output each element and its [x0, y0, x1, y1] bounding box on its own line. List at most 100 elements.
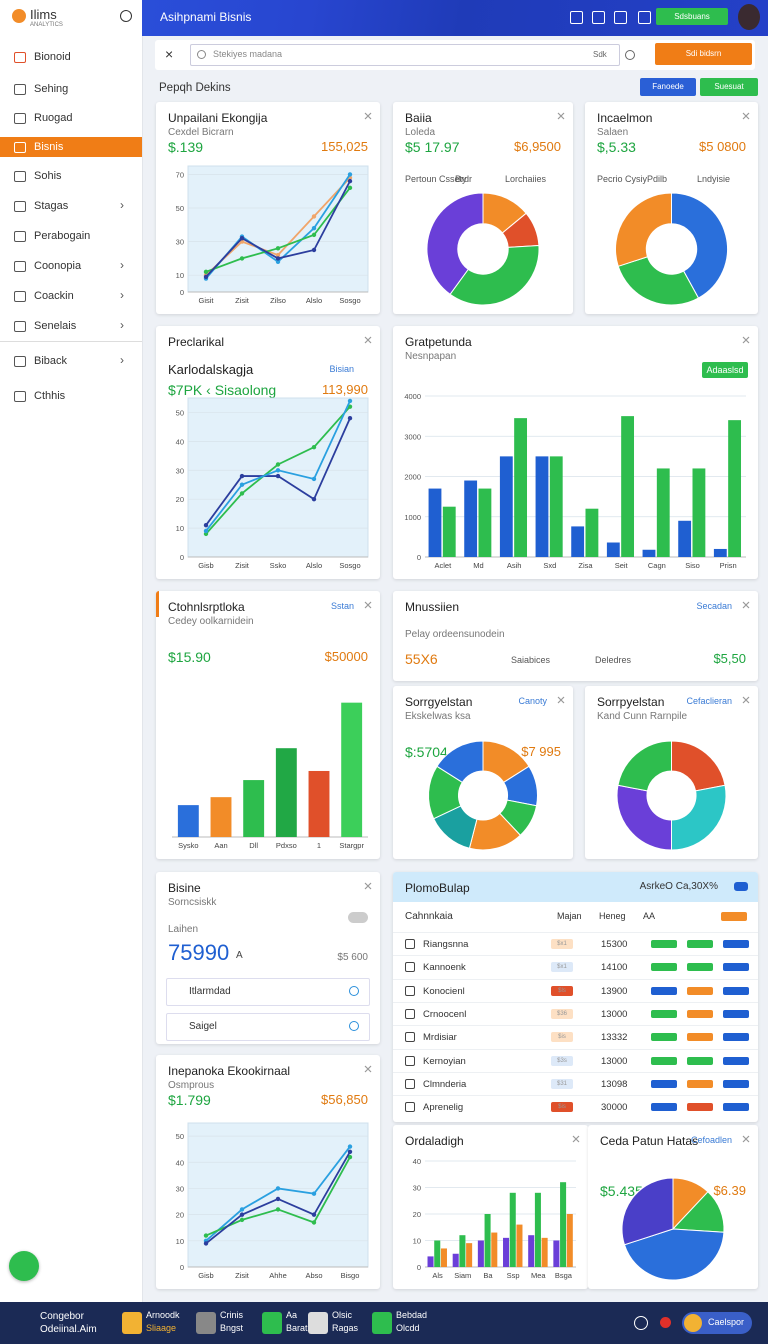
pie-slice: [436, 740, 484, 784]
panel-button[interactable]: Adaaslsd: [702, 362, 748, 378]
bar: [585, 508, 599, 557]
sidebar-icon: [14, 171, 26, 182]
header-button[interactable]: Sdsbuans: [656, 8, 728, 25]
footer-icon[interactable]: [660, 1317, 671, 1328]
sidebar-item[interactable]: Biback ›: [0, 351, 142, 371]
section-button[interactable]: Fanoede: [640, 78, 696, 96]
row-pill: [687, 1033, 713, 1042]
fab[interactable]: [9, 1251, 39, 1281]
stat: $.139: [168, 139, 204, 155]
footer-item-label: Arnoodk: [146, 1310, 180, 1320]
row-pill: [651, 1033, 677, 1042]
input[interactable]: Itlarmdad: [166, 978, 370, 1006]
bar: [243, 780, 265, 837]
line-point: [311, 1212, 317, 1217]
line-point: [275, 1196, 281, 1202]
bar: [549, 456, 563, 557]
sidebar-item[interactable]: Sohis: [0, 166, 142, 186]
settings-icon[interactable]: [120, 10, 132, 22]
stat: 55X6: [405, 651, 438, 667]
line-point: [275, 462, 281, 467]
row-tag: $x1: [551, 962, 573, 973]
table-row[interactable]: Aprenelig $is 30000: [393, 1095, 758, 1119]
table-row[interactable]: Konocienl $ls 13900: [393, 978, 758, 1003]
footer-item[interactable]: Olsic Ragas: [308, 1308, 372, 1338]
table-row[interactable]: Crnoocenl $36 13000: [393, 1001, 758, 1026]
bar: [442, 506, 456, 557]
close-icon[interactable]: ×: [165, 46, 174, 62]
section-button[interactable]: Suesuat: [700, 78, 758, 96]
row-pill: [723, 963, 749, 972]
sidebar-item[interactable]: Stagas ›: [0, 196, 142, 216]
bar: [440, 1248, 447, 1267]
y-tick-label: 0: [180, 1263, 184, 1272]
table-row[interactable]: Kernoyian $3s 13000: [393, 1048, 758, 1073]
search-input[interactable]: Stekiyes madana: [190, 44, 620, 66]
row-pill: [651, 986, 677, 995]
sidebar-icon: [14, 391, 26, 402]
avatar[interactable]: [738, 4, 760, 30]
column-header: Heneg: [599, 911, 626, 921]
table-title: PlomoBulap: [405, 881, 470, 895]
chart: 0 10 30 50 70 Gisit Zisit Zilso Alslo Sosgo: [176, 165, 369, 305]
table-row[interactable]: Mrdisiar $is 13332: [393, 1025, 758, 1049]
sidebar-item[interactable]: Sehing: [0, 79, 142, 99]
chart: [364, 112, 372, 120]
input-icon: [349, 986, 359, 996]
row-pill: [687, 940, 713, 948]
sidebar-item[interactable]: Bionoid: [0, 47, 142, 67]
footer-icon[interactable]: [634, 1316, 648, 1330]
sidebar-item[interactable]: Perabogain: [0, 226, 142, 246]
row-pill: [651, 940, 677, 948]
bar: [478, 488, 492, 557]
sidebar-label: Bisnis: [34, 141, 64, 153]
y-tick-label: 0: [417, 553, 421, 562]
toolbar-button[interactable]: Sdi bidsrn: [655, 43, 752, 65]
sidebar-item[interactable]: Coonopia ›: [0, 256, 142, 276]
x-tick-label: Stargpr: [339, 841, 364, 850]
line-point: [347, 416, 353, 421]
sidebar-item[interactable]: Senelais ›: [0, 316, 142, 336]
user-pill[interactable]: Caelspor: [682, 1312, 752, 1334]
bar: [560, 1182, 567, 1267]
logo-area: Ilims ANALYTICS: [0, 0, 142, 37]
footer-item[interactable]: Arnoodk Sliaage: [122, 1308, 186, 1338]
panel-subtitle: Salaen: [597, 127, 629, 138]
sidebar-item[interactable]: Bisnis: [0, 137, 142, 157]
sidebar-item[interactable]: Ruogad: [0, 108, 142, 128]
row-value: 13332: [601, 1032, 628, 1044]
table-row[interactable]: Clmnderia $31 13098: [393, 1071, 758, 1096]
header-icon[interactable]: [614, 11, 627, 24]
user-name: Caelspor: [708, 1317, 745, 1327]
footer-item[interactable]: Bebdad Olcdd: [372, 1308, 436, 1338]
x-tick-label: Seit: [615, 561, 629, 570]
note: Lorchaiies: [505, 174, 547, 184]
y-tick-label: 3000: [404, 432, 421, 441]
row-pill: [651, 1103, 677, 1112]
divider: [0, 341, 142, 342]
x-tick-label: Dll: [249, 841, 258, 850]
footer-item[interactable]: Crinis Bngst: [196, 1308, 260, 1338]
footer-item-label: Barat: [286, 1323, 308, 1333]
sidebar-item[interactable]: Coackin ›: [0, 286, 142, 306]
bar: [177, 805, 199, 837]
x-tick-label: Zisa: [578, 561, 593, 570]
bar: [434, 1240, 441, 1267]
filter[interactable]: Sdk: [593, 50, 607, 59]
row-tag: $31: [551, 1078, 573, 1089]
footer-item[interactable]: Aa Barat: [262, 1308, 326, 1338]
x-tick-label: Sosgo: [339, 296, 360, 305]
table-row[interactable]: Riangsnna $x1 15300: [393, 932, 758, 956]
header-icon[interactable]: [592, 11, 605, 24]
panel-title: Gratpetunda: [405, 335, 472, 349]
input[interactable]: Saigel: [166, 1013, 370, 1041]
bar: [210, 797, 232, 837]
header-icon[interactable]: [638, 11, 651, 24]
x-tick-label: Gisb: [198, 561, 213, 570]
chart: [742, 112, 750, 120]
line-point: [311, 247, 317, 253]
table-row[interactable]: Kannoenk $x1 14100: [393, 955, 758, 979]
sidebar-item[interactable]: Cthhis: [0, 386, 142, 406]
header-icon[interactable]: [570, 11, 583, 24]
footer: Congebor Odeiinal.Aim Arnoodk Sliaage Crinis…: [0, 1302, 768, 1344]
